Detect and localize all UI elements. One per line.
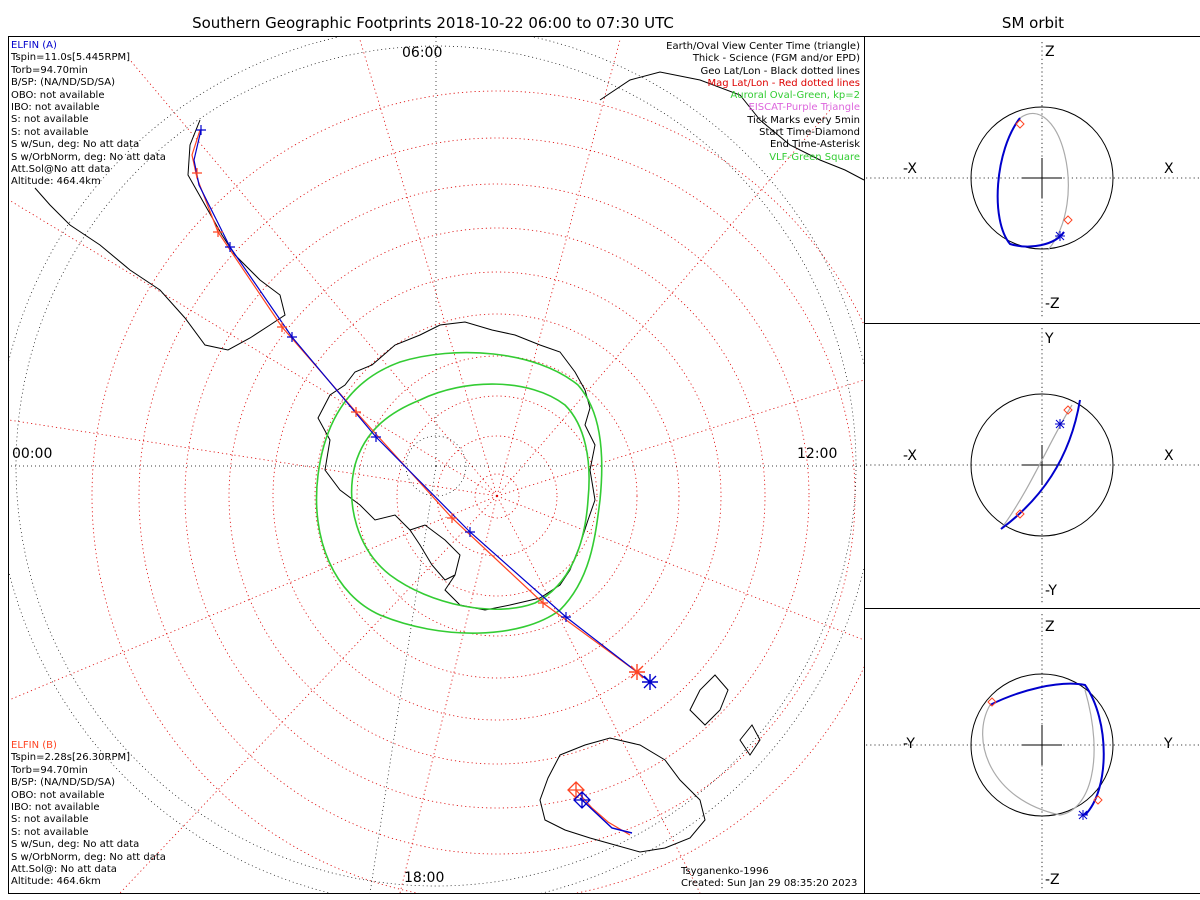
antarctic-peninsula (409, 529, 456, 581)
legend-entry: Mag Lat/Lon - Red dotted lines (707, 77, 860, 89)
elfin-b-line: Att.Sol@: No att data (11, 864, 117, 876)
sm-panel-yz (866, 614, 1200, 890)
sm2-bottom-label: -Y (1045, 583, 1057, 599)
legend-entry: Tick Marks every 5min (747, 114, 860, 126)
elfin-a-ticks (196, 125, 571, 622)
elfin-b-line: OBO: not available (11, 789, 105, 801)
elfin-b-line: Tspin=2.28s[26.30RPM] (11, 752, 131, 764)
sm3-top-label: Z (1045, 619, 1055, 635)
antarctica-coastline (317, 321, 596, 611)
auroral-oval-inner (350, 383, 590, 611)
elfin-a-end-asterisk (642, 674, 658, 690)
auroral-oval-outer (315, 351, 603, 634)
sm-panel-xz (866, 42, 1200, 318)
new-zealand-coastline (689, 674, 761, 756)
sm3-bottom-label: -Z (1045, 872, 1060, 888)
footer: Tsyganenko-1996 Created: Sun Jan 29 08:3… (681, 866, 857, 890)
elfin-b-line: B/SP: (NA/ND/SD/SA) (11, 777, 115, 789)
legend-entry: EISCAT-Purple Triangle (748, 102, 861, 114)
clock-label-right: 12:00 (797, 446, 838, 462)
legend: Earth/Oval View Center Time (triangle) T… (666, 41, 860, 164)
sm-orbit-title: SM orbit (1001, 14, 1065, 32)
sm2-right-label: X (1164, 448, 1174, 464)
elfin-a-line: S w/Sun, deg: No att data (11, 139, 140, 151)
elfin-a-line: Torb=94.70min (11, 64, 88, 76)
australia-coastline (539, 737, 706, 853)
legend-entry: VLF-Green Square (769, 151, 860, 163)
elfin-a-header: ELFIN (A) (11, 40, 57, 51)
elfin-b-line: Altitude: 464.6km (11, 876, 101, 888)
sm3-right-label: Y (1164, 736, 1173, 752)
elfin-b-header: ELFIN (B) (11, 740, 57, 751)
elfin-a-line: OBO: not available (11, 89, 105, 101)
elfin-a-track (193, 129, 651, 683)
elfin-a-line: Altitude: 464.4km (11, 176, 101, 188)
mag-meridians (9, 39, 864, 893)
elfin-a-line: S: not available (11, 126, 89, 138)
sm1-left-label: -X (903, 161, 917, 177)
elfin-b-line: IBO: not available (11, 802, 100, 814)
sm1-top-label: Z (1045, 44, 1055, 60)
elfin-a-info: ELFIN (A) Tspin=11.0s[5.445RPM] Torb=94.… (11, 40, 166, 189)
africa-coastline (599, 71, 864, 181)
elfin-b-ticks (192, 168, 548, 608)
elfin-b-track-australia (575, 789, 631, 836)
elfin-a-line: S w/OrbNorm, deg: No att data (11, 151, 166, 163)
legend-entry: End Time-Asterisk (769, 139, 860, 151)
legend-entry: Thick - Science (FGM and/or EPD) (692, 53, 860, 65)
elfin-a-line: IBO: not available (11, 102, 100, 114)
sm1-bottom-label: -Z (1045, 296, 1060, 312)
sm-frame (864, 36, 1200, 894)
plot-title: Southern Geographic Footprints 2018-10-2… (192, 14, 674, 32)
elfin-b-info: ELFIN (B) Tspin=2.28s[26.30RPM] Torb=94.… (11, 740, 166, 889)
clock-label-left: 00:00 (12, 446, 53, 462)
sm3-left-label: -Y (903, 736, 915, 752)
sm2-top-label: Y (1045, 331, 1054, 347)
legend-entry: Geo Lat/Lon - Black dotted lines (700, 65, 860, 77)
elfin-b-line: S w/Sun, deg: No att data (11, 839, 140, 851)
elfin-a-line: B/SP: (NA/ND/SD/SA) (11, 77, 115, 89)
clock-label-top: 06:00 (402, 45, 443, 61)
polar-map (9, 37, 864, 893)
elfin-a-line: Att.Sol@No att data (11, 164, 111, 176)
elfin-b-end-asterisk (629, 664, 645, 680)
elfin-b-line: S: not available (11, 826, 89, 838)
elfin-a-line: Tspin=11.0s[5.445RPM] (11, 52, 131, 64)
created-label: Created: Sun Jan 29 08:35:20 2023 (681, 878, 858, 889)
south-america-coastline (34, 119, 286, 351)
legend-entry: Earth/Oval View Center Time (triangle) (666, 41, 860, 52)
legend-entry: Start Time-Diamond (759, 127, 860, 139)
clock-label-bottom: 18:00 (404, 870, 445, 886)
elfin-b-line: S: not available (11, 814, 89, 826)
sm1-right-label: X (1164, 161, 1174, 177)
elfin-a-start-diamond (573, 791, 591, 809)
geo-meridians (9, 37, 864, 893)
elfin-a-track-australia (579, 797, 633, 834)
sm-panel-xy (866, 328, 1200, 604)
elfin-a-line: S: not available (11, 114, 89, 126)
model-label: Tsyganenko-1996 (681, 866, 769, 877)
mag-latitude-circles (91, 90, 864, 893)
legend-entry: Auroral Oval-Green, kp=2 (730, 90, 860, 102)
sm2-left-label: -X (903, 448, 917, 464)
elfin-b-line: S w/OrbNorm, deg: No att data (11, 851, 166, 863)
elfin-b-line: Torb=94.70min (11, 764, 88, 776)
